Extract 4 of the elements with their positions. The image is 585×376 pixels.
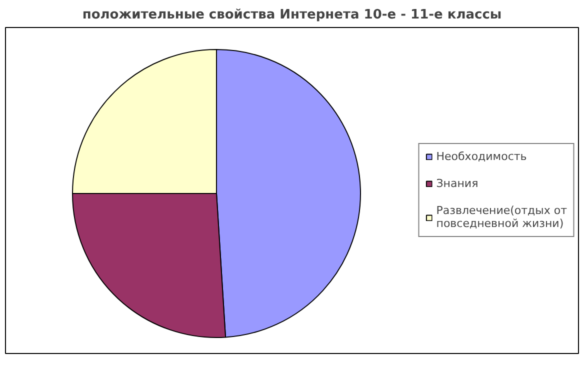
legend-label: Развлечение(отдых от повседневной жизни) [436,204,567,230]
chart-title: положительные свойства Интернета 10-е - 11-е классы [82,8,502,22]
legend-label: Знания [436,177,478,190]
legend-label: Необходимость [436,150,527,163]
